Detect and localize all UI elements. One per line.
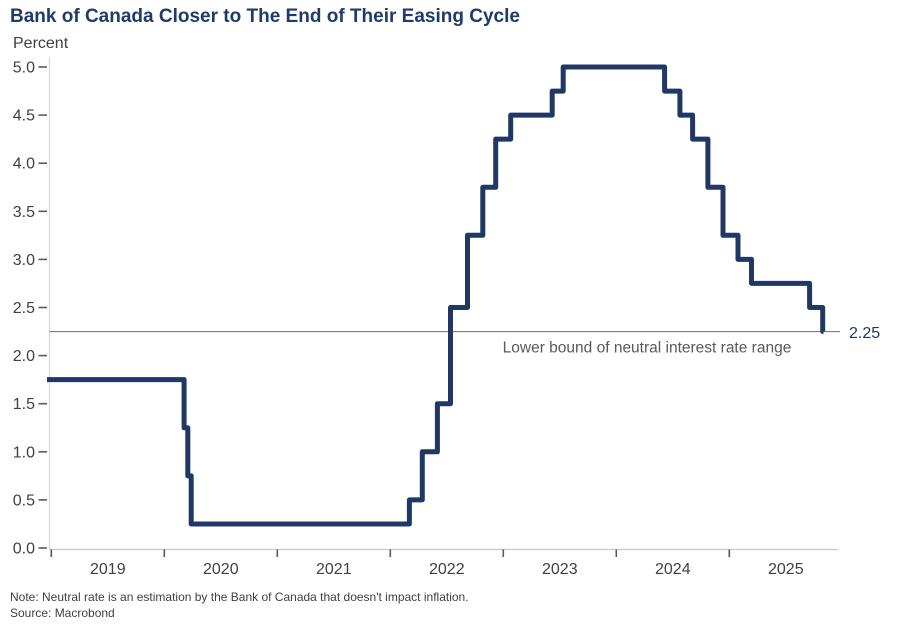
chart-note: Note: Neutral rate is an estimation by t… [10, 590, 469, 604]
x-axis-ticks: 2019 2020 2021 2022 2023 2024 2025 [50, 549, 804, 578]
policy-rate-step-line [47, 64, 826, 527]
y-tick-label: 4.0 [13, 156, 35, 173]
y-tick-label: 0.0 [13, 541, 35, 558]
x-tick-label: 2022 [429, 561, 465, 578]
x-tick-label: 2024 [655, 561, 691, 578]
latest-value-label: 2.25 [849, 325, 880, 342]
y-tick-label: 2.5 [13, 300, 35, 317]
y-tick-label: 3.0 [13, 252, 35, 269]
y-tick-label: 2.0 [13, 348, 35, 365]
y-axis-unit-label: Percent [13, 35, 69, 52]
y-tick-label: 1.5 [13, 396, 35, 413]
chart-source: Source: Macrobond [10, 606, 115, 620]
y-tick-label: 4.5 [13, 108, 35, 125]
y-tick-label: 1.0 [13, 444, 35, 461]
y-tick-label: 0.5 [13, 492, 35, 509]
y-tick-label: 5.0 [13, 60, 35, 77]
x-tick-label: 2025 [768, 561, 804, 578]
x-tick-label: 2019 [90, 561, 126, 578]
x-tick-label: 2020 [203, 561, 239, 578]
chart-title: Bank of Canada Closer to The End of Thei… [10, 6, 520, 27]
x-tick-label: 2023 [542, 561, 578, 578]
neutral-line-label: Lower bound of neutral interest rate ran… [503, 340, 792, 357]
y-tick-label: 3.5 [13, 204, 35, 221]
policy-rate-series-group [47, 64, 826, 527]
x-tick-label: 2021 [316, 561, 352, 578]
y-axis-ticks: 0.0 0.5 1.0 1.5 2.0 2.5 3.0 3.5 4.0 4.5 5.0 [13, 60, 47, 558]
